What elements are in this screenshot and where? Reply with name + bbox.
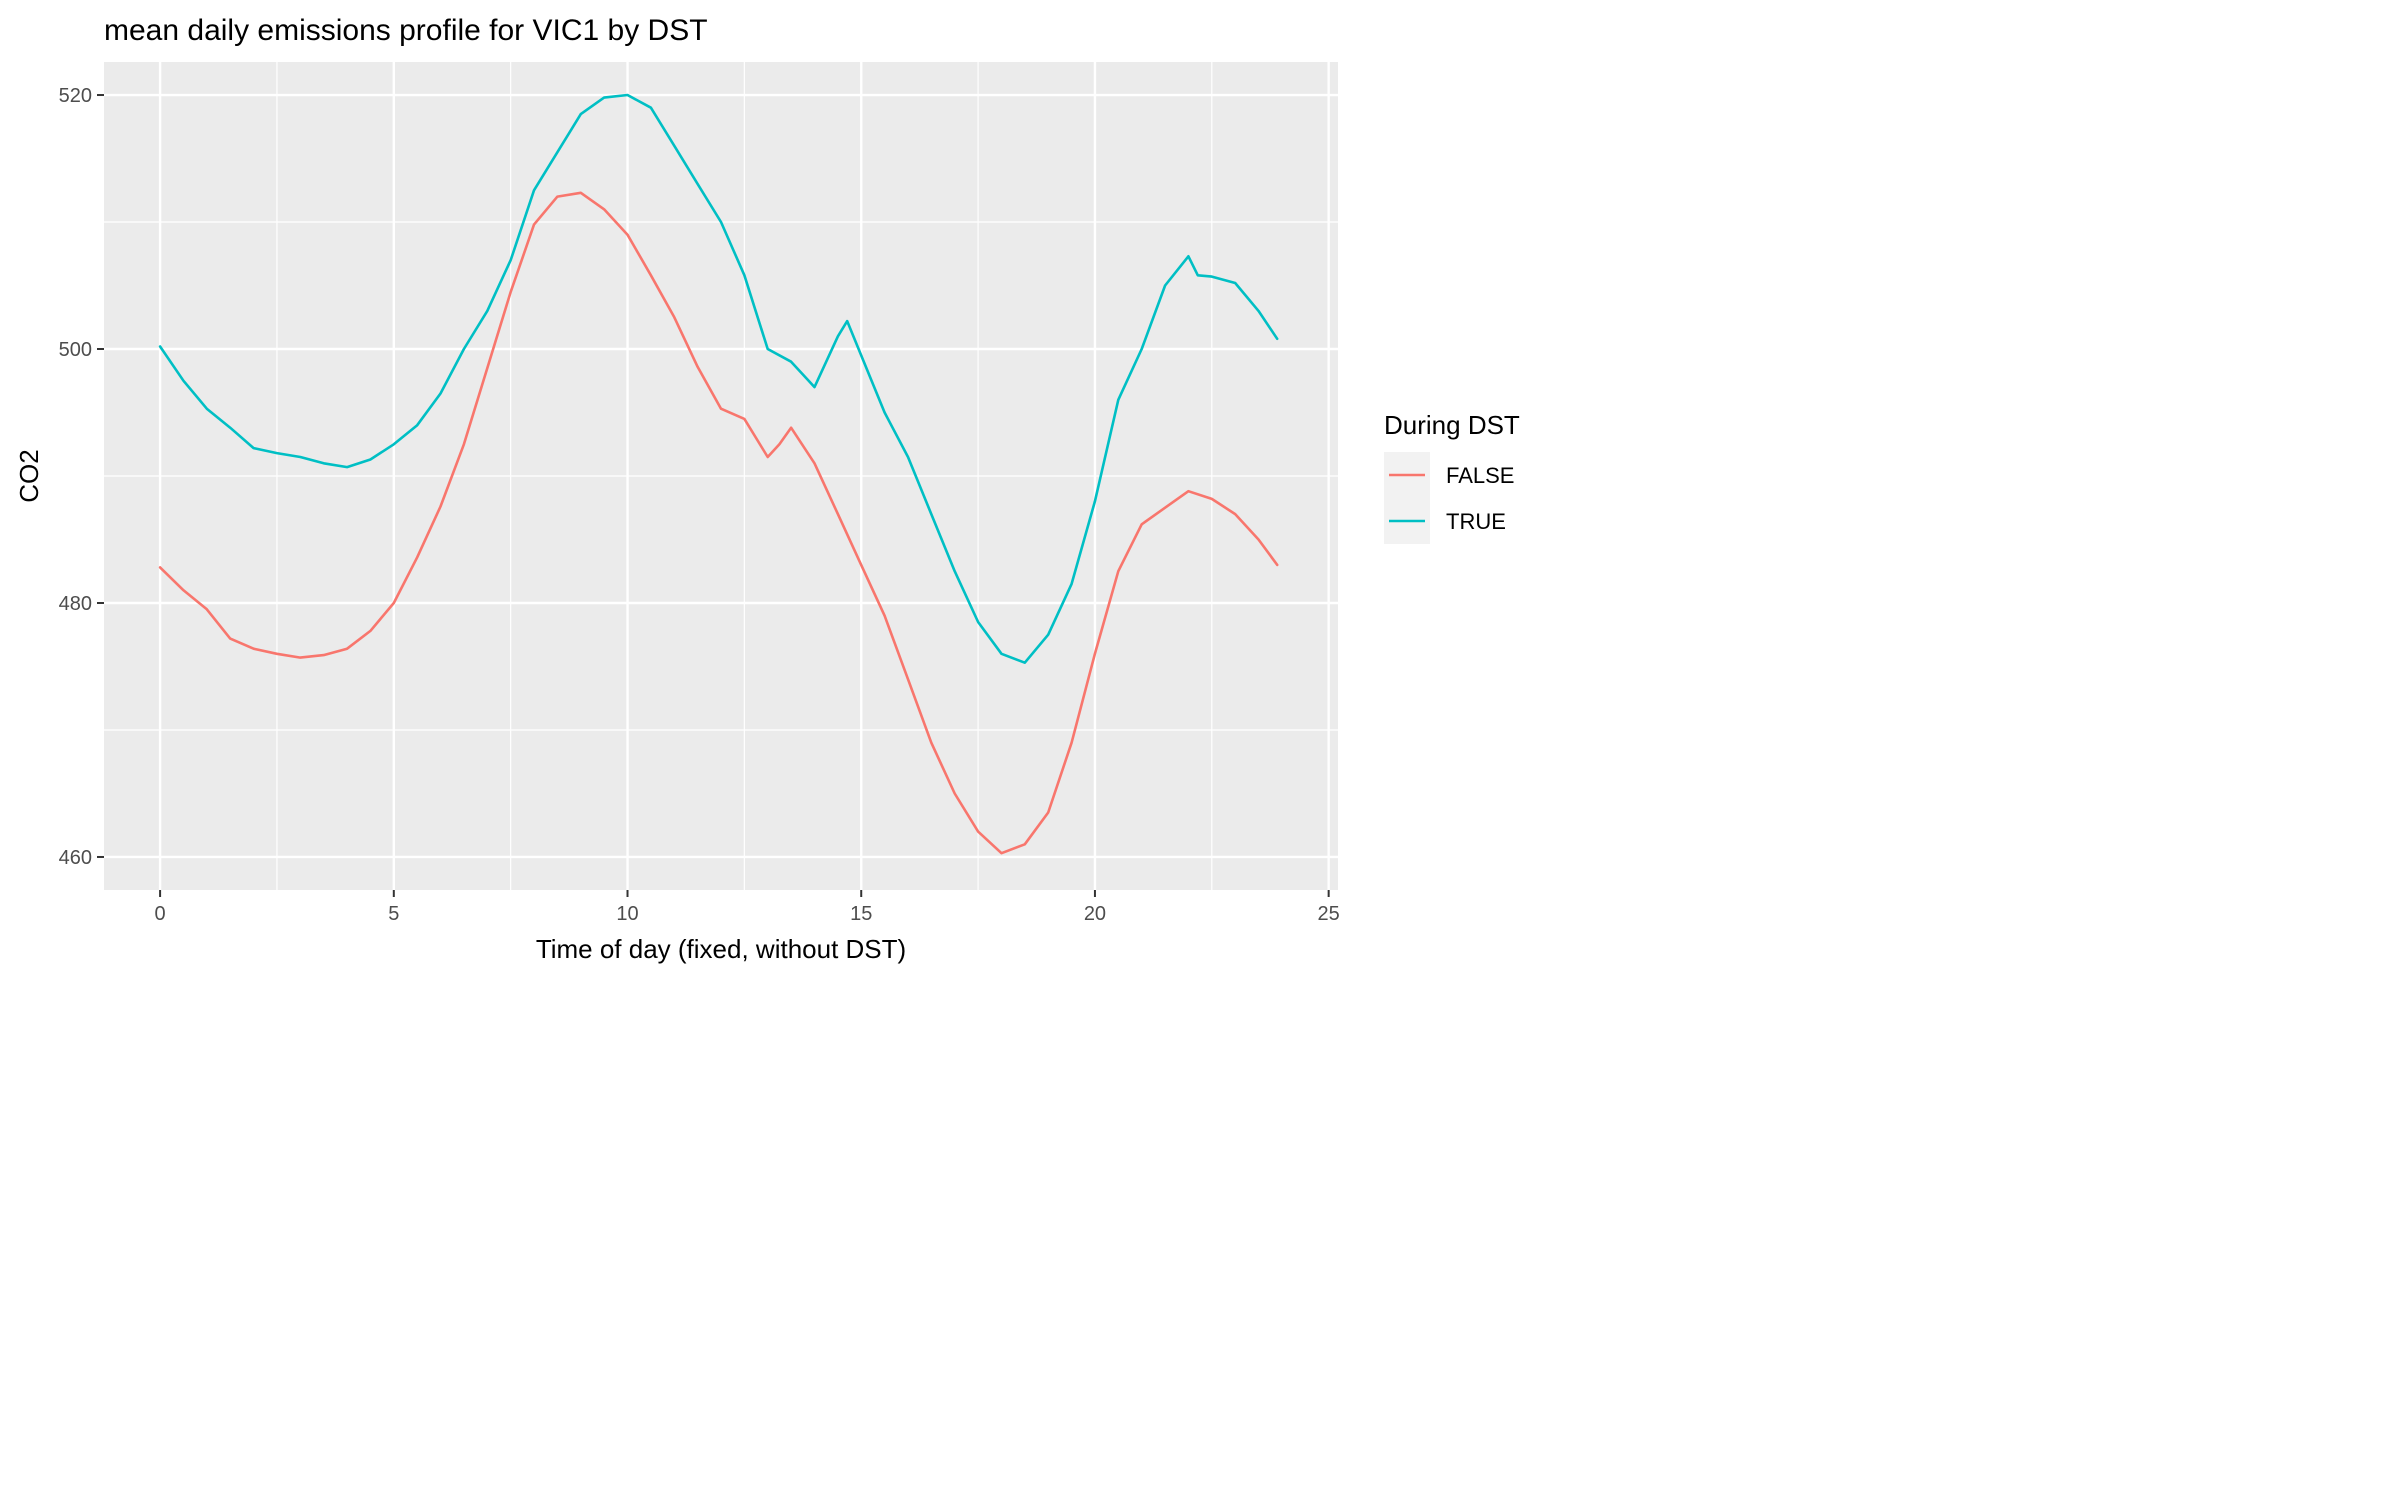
chart-title: mean daily emissions profile for VIC1 by… [104,14,708,47]
x-axis-label: Time of day (fixed, without DST) [536,934,906,964]
y-tick-label: 520 [59,85,92,107]
y-tick-label: 500 [59,339,92,361]
x-tick-label: 25 [1318,903,1340,925]
legend: During DST FALSE TRUE [1384,410,1520,544]
x-tick-label: 20 [1084,903,1106,925]
series-lines [158,93,1279,855]
x-tick-label: 0 [155,903,166,925]
axis-ticks: 0 5 10 15 20 25 460 480 500 520 [59,85,1340,925]
y-axis-label: CO2 [14,449,44,502]
series-line-false [158,191,1279,855]
x-tick-label: 15 [850,903,872,925]
line-chart: mean daily emissions profile for VIC1 by… [14,14,1520,964]
legend-label: FALSE [1446,463,1514,488]
legend-label: TRUE [1446,509,1506,534]
legend-items: FALSE TRUE [1384,452,1514,544]
grid-lines [104,62,1338,890]
x-tick-label: 5 [388,903,399,925]
y-tick-label: 460 [59,847,92,869]
legend-title: During DST [1384,410,1520,440]
series-line-true [158,93,1279,664]
y-tick-label: 480 [59,593,92,615]
x-tick-label: 10 [616,903,638,925]
